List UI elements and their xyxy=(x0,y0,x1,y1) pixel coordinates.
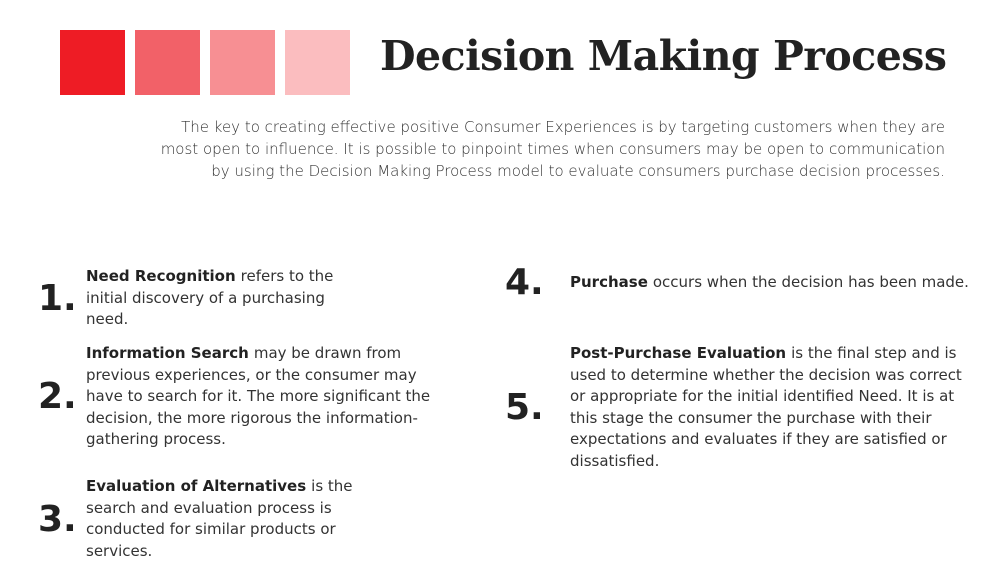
intro: The key to creating effective positive C… xyxy=(160,118,945,180)
color-square xyxy=(285,30,350,95)
step-text: may be drawn from previous experiences, … xyxy=(86,344,431,448)
step: 5. Post-Purchase Evaluation is the final … xyxy=(505,343,972,472)
step-term: Need Recognition xyxy=(86,267,236,285)
step-term: Post-Purchase Evaluation xyxy=(570,344,787,362)
step: 4. Purchase occurs when the decision has … xyxy=(505,262,970,303)
step-term: Purchase xyxy=(570,272,648,291)
step-term: Evaluation of Alternatives xyxy=(86,477,307,495)
step-text: occurs when the decision has been made. xyxy=(652,272,969,291)
step-number: 1. xyxy=(38,277,77,319)
step-term: Information Search xyxy=(86,344,249,362)
step-text: is the final step and is used to determi… xyxy=(570,344,962,470)
step-text: is the search and evaluation process is … xyxy=(86,477,353,560)
step-number: 2. xyxy=(38,376,77,418)
step-text: refers to the initial discovery of a pur… xyxy=(86,267,334,328)
step-number: 5. xyxy=(505,387,544,428)
step: 3. Evaluation of Alternatives is the sear… xyxy=(38,476,404,562)
step-number: 4. xyxy=(505,262,544,303)
title: Decision Making Process xyxy=(380,32,947,80)
color-square xyxy=(210,30,275,95)
step: 2. Information Search may be drawn from p… xyxy=(38,343,448,451)
step-number: 3. xyxy=(38,498,77,540)
color-square xyxy=(60,30,125,95)
color-square xyxy=(135,30,200,95)
step: 1. Need Recognition refers to the initial… xyxy=(38,266,371,331)
